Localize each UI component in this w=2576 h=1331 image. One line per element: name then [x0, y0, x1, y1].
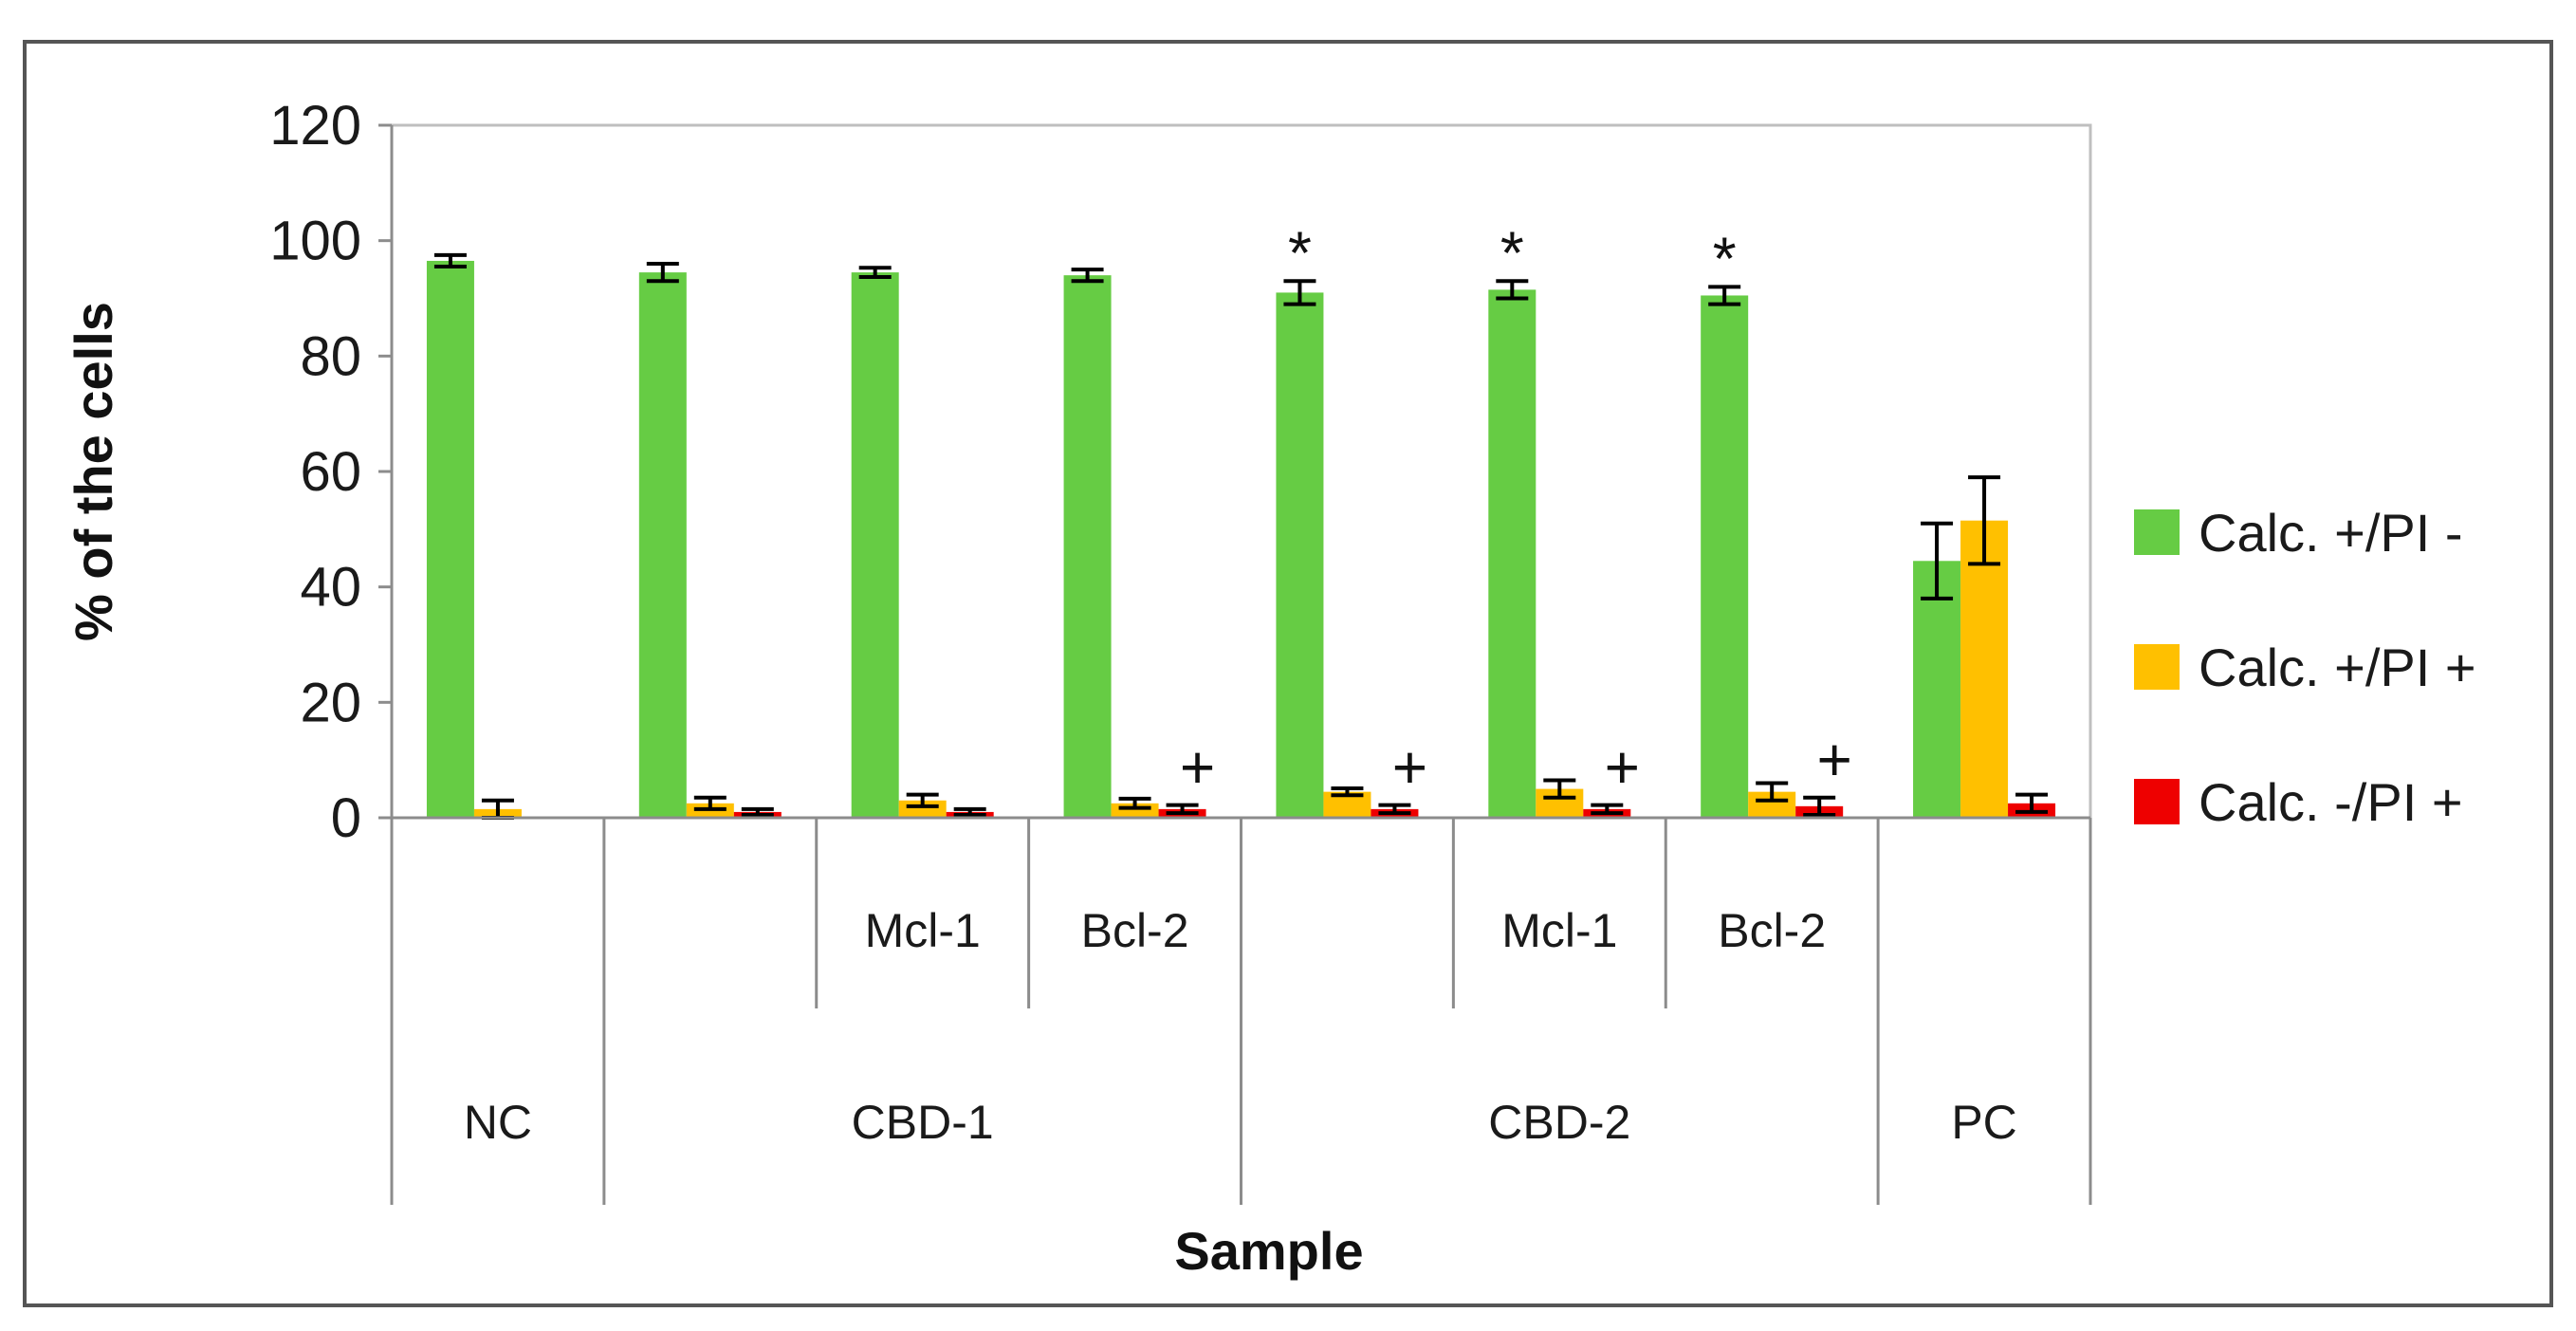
y-tick-label: 100 [269, 211, 361, 272]
bar [1701, 295, 1749, 818]
plus-marker: + [1180, 733, 1215, 802]
plus-marker: + [1605, 733, 1640, 802]
legend-swatch [2134, 779, 2180, 824]
y-tick-label: 20 [300, 672, 361, 733]
x-group-label: NC [464, 1096, 532, 1149]
y-axis-title: % of the cells [64, 302, 123, 641]
significance-markers: * * * + + + + [1180, 218, 1852, 801]
bar [1276, 292, 1324, 819]
legend-swatch [2134, 509, 2180, 555]
legend-entry-label: Calc. +/PI + [2199, 638, 2476, 697]
y-tick-label: 120 [269, 95, 361, 157]
bar [426, 260, 474, 818]
bar [1913, 561, 1961, 818]
x-axis-title: Sample [1174, 1221, 1363, 1281]
asterisk-marker: * [1713, 224, 1737, 292]
plus-marker: + [1817, 726, 1852, 794]
x-sub-category-label: Mcl-1 [865, 904, 981, 957]
x-sub-category-label: Bcl-2 [1081, 904, 1189, 957]
bar [1063, 275, 1112, 819]
error-bars [433, 252, 2049, 820]
asterisk-marker: * [1288, 218, 1312, 287]
x-group-label: CBD-2 [1488, 1096, 1630, 1149]
y-tick-label: 80 [300, 325, 361, 387]
x-group-label: CBD-1 [852, 1096, 994, 1149]
bar [638, 272, 687, 818]
bar [1488, 289, 1536, 818]
x-axis: Mcl-1 Bcl-2 Mcl-1 Bcl-2 NC CBD-1 CBD-2 PC [390, 816, 2092, 1205]
bar-series [426, 260, 2056, 819]
legend: Calc. +/PI - Calc. +/PI + Calc. -/PI + [2134, 503, 2476, 832]
plus-marker: + [1392, 733, 1427, 802]
x-sub-category-label: Mcl-1 [1501, 904, 1617, 957]
y-tick-label: 60 [300, 441, 361, 503]
y-tick-label: 0 [331, 787, 361, 849]
bar [851, 272, 899, 818]
asterisk-marker: * [1500, 218, 1524, 287]
x-group-label: PC [1951, 1096, 2016, 1149]
y-tick-label: 40 [300, 557, 361, 619]
legend-entry-label: Calc. -/PI + [2199, 772, 2463, 832]
legend-entry-label: Calc. +/PI - [2199, 503, 2463, 563]
bar [1960, 520, 2009, 818]
legend-swatch [2134, 644, 2180, 690]
x-sub-category-label: Bcl-2 [1718, 904, 1826, 957]
y-axis: 0 20 40 60 80 100 120 [269, 95, 394, 849]
